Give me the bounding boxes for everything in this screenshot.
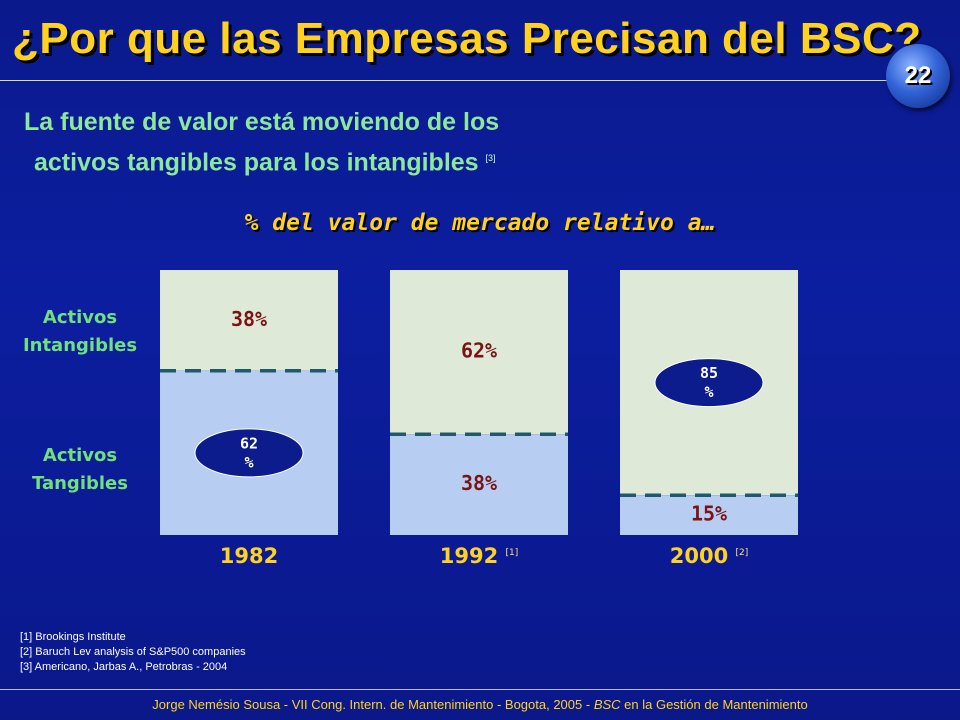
bar-segment-intangible-1992 <box>390 270 568 435</box>
footnote-2: [2] Baruch Lev analysis of S&P500 compan… <box>20 646 246 658</box>
subtitle-line-2-wrap: activos tangibles para los intangibles [… <box>24 140 664 180</box>
subtitle-line-1: La fuente de valor está moviendo de los <box>24 108 500 136</box>
subtitle-reference: [3] <box>485 153 496 163</box>
footer-text: Jorge Nemésio Sousa - VII Cong. Intern. … <box>152 697 594 712</box>
footnote-3: [3] Americano, Jarbas A., Petrobras - 20… <box>20 661 228 673</box>
highlight-ellipse-intangible-2000 <box>654 358 764 408</box>
title-underline <box>0 80 900 81</box>
category-reference: [2] <box>735 548 749 558</box>
data-label-tangible-2000: 15% <box>691 502 727 526</box>
footer-emphasis: BSC <box>593 697 621 712</box>
subtitle: La fuente de valor está moviendo de los … <box>24 104 664 180</box>
data-label-unit-tangible-1982: % <box>244 453 253 471</box>
category-label-2000: 2000 [2] <box>619 544 799 568</box>
category-label-1992: 1992 [1] <box>389 544 569 568</box>
footer-suffix: en la Gestión de Mantenimiento <box>620 697 808 712</box>
chart-title: % del valor de mercado relativo a… <box>244 210 716 236</box>
legend-label-intangibles: Activos Intangibles <box>22 307 138 356</box>
data-label-tangible-1992: 38% <box>461 471 497 495</box>
slide-title: ¿Por que las Empresas Precisan del BSC? <box>12 14 922 63</box>
page-number-badge: 22 <box>886 44 950 108</box>
data-label-intangible-1992: 62% <box>461 339 497 363</box>
data-label-intangible-2000: 85 <box>700 364 718 382</box>
category-label-1982: 1982 <box>159 544 339 568</box>
data-label-intangible-1982: 38% <box>231 307 267 331</box>
data-label-unit-intangible-2000: % <box>704 383 713 401</box>
bar-segment-tangible-1992 <box>390 434 568 535</box>
subtitle-line-2: activos tangibles para los intangibles <box>34 148 479 177</box>
footer-divider <box>0 689 960 690</box>
highlight-ellipse-tangible-1982 <box>194 428 304 478</box>
bar-segment-intangible-1982 <box>160 270 338 371</box>
data-label-tangible-1982: 62 <box>240 434 258 452</box>
footer: Jorge Nemésio Sousa - VII Cong. Intern. … <box>0 697 960 712</box>
footnotes: [1] Brookings Institute [2] Baruch Lev a… <box>20 630 246 675</box>
footnote-1: [1] Brookings Institute <box>20 631 126 643</box>
legend-label-tangibles: Activos Tangibles <box>32 445 128 494</box>
category-year: 1992 <box>439 544 499 568</box>
category-reference: [1] <box>505 548 519 558</box>
category-year: 2000 <box>669 544 729 568</box>
bar-segment-tangible-2000 <box>620 495 798 535</box>
category-year: 1982 <box>219 544 279 568</box>
